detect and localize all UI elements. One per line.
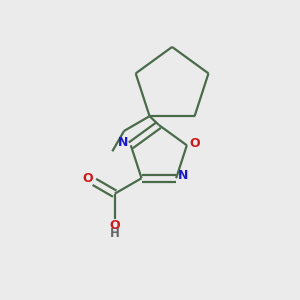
- Text: N: N: [178, 169, 189, 182]
- Text: O: O: [189, 137, 200, 150]
- Text: N: N: [118, 136, 129, 149]
- Text: H: H: [110, 227, 120, 240]
- Text: O: O: [110, 219, 120, 232]
- Text: O: O: [82, 172, 93, 185]
